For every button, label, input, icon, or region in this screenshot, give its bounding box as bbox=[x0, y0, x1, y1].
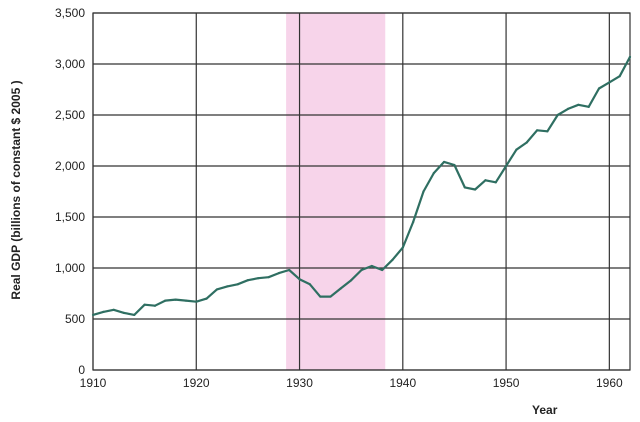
data-point bbox=[164, 299, 167, 302]
data-point bbox=[319, 295, 322, 298]
shaded-period bbox=[286, 13, 386, 370]
data-point bbox=[453, 163, 456, 167]
data-point bbox=[546, 130, 549, 133]
data-point bbox=[618, 75, 621, 78]
data-point bbox=[535, 129, 539, 132]
y-tick-label: 500 bbox=[65, 312, 85, 326]
data-point bbox=[360, 268, 363, 272]
data-point bbox=[370, 264, 373, 268]
y-tick-label: 2,500 bbox=[55, 108, 85, 122]
y-tick-label: 2,000 bbox=[55, 159, 85, 173]
data-point bbox=[298, 278, 301, 281]
data-point bbox=[143, 303, 146, 306]
plot-frame bbox=[92, 12, 631, 371]
x-tick-label: 1930 bbox=[286, 376, 313, 390]
data-point bbox=[308, 283, 311, 286]
y-axis-label: Real GDP (billions of constant $ 2005 ) bbox=[9, 80, 23, 299]
data-point bbox=[112, 308, 115, 311]
data-point bbox=[391, 258, 394, 261]
data-point bbox=[463, 186, 466, 189]
data-point bbox=[257, 277, 260, 280]
data-point bbox=[628, 55, 632, 58]
data-point bbox=[329, 295, 332, 298]
data-point bbox=[473, 188, 477, 191]
data-point bbox=[608, 81, 611, 84]
data-point bbox=[102, 310, 105, 313]
y-tick-label: 3,500 bbox=[55, 6, 85, 20]
data-point bbox=[277, 272, 280, 275]
x-axis-label: Year bbox=[532, 403, 558, 417]
data-point bbox=[288, 268, 291, 272]
data-point bbox=[174, 298, 177, 301]
data-point bbox=[339, 287, 342, 290]
y-tick-label: 1,500 bbox=[55, 210, 85, 224]
data-point bbox=[91, 313, 95, 317]
data-point bbox=[246, 279, 250, 282]
y-tick-label: 3,000 bbox=[55, 57, 85, 71]
data-point bbox=[525, 141, 528, 144]
y-tick-label: 0 bbox=[78, 363, 85, 377]
data-point bbox=[184, 299, 188, 302]
data-point bbox=[494, 181, 497, 184]
data-point bbox=[432, 172, 435, 175]
x-tick-label: 1960 bbox=[596, 376, 623, 390]
data-point bbox=[577, 103, 580, 106]
data-point bbox=[133, 313, 136, 317]
y-tick-labels: 0 500 1,000 1,500 2,000 2,500 3,000 3,500 bbox=[55, 6, 85, 377]
data-point bbox=[484, 179, 487, 182]
x-tick-label: 1920 bbox=[183, 376, 210, 390]
x-tick-label: 1950 bbox=[493, 376, 520, 390]
x-tick-label: 1910 bbox=[80, 376, 107, 390]
data-point bbox=[267, 276, 270, 279]
y-tick-label: 1,000 bbox=[55, 261, 85, 275]
data-point bbox=[556, 113, 559, 117]
x-tick-label: 1940 bbox=[389, 376, 416, 390]
data-point bbox=[226, 285, 229, 288]
data-point bbox=[236, 283, 239, 286]
data-point bbox=[195, 300, 198, 303]
data-point bbox=[401, 246, 404, 249]
data-point bbox=[350, 279, 353, 282]
x-tick-labels: 1910 1920 1930 1940 1950 1960 bbox=[80, 376, 623, 390]
data-point bbox=[504, 164, 508, 168]
data-point bbox=[215, 288, 219, 291]
data-point bbox=[381, 268, 384, 272]
series-group bbox=[91, 55, 632, 317]
data-point bbox=[597, 87, 601, 90]
grid-lines bbox=[92, 12, 630, 371]
data-point bbox=[412, 221, 415, 224]
data-point bbox=[153, 304, 157, 307]
data-point bbox=[443, 160, 446, 164]
data-point bbox=[422, 190, 425, 193]
data-point bbox=[566, 107, 570, 110]
data-point bbox=[205, 297, 208, 300]
data-point bbox=[515, 148, 518, 151]
data-point bbox=[587, 105, 590, 108]
data-point bbox=[122, 311, 126, 314]
